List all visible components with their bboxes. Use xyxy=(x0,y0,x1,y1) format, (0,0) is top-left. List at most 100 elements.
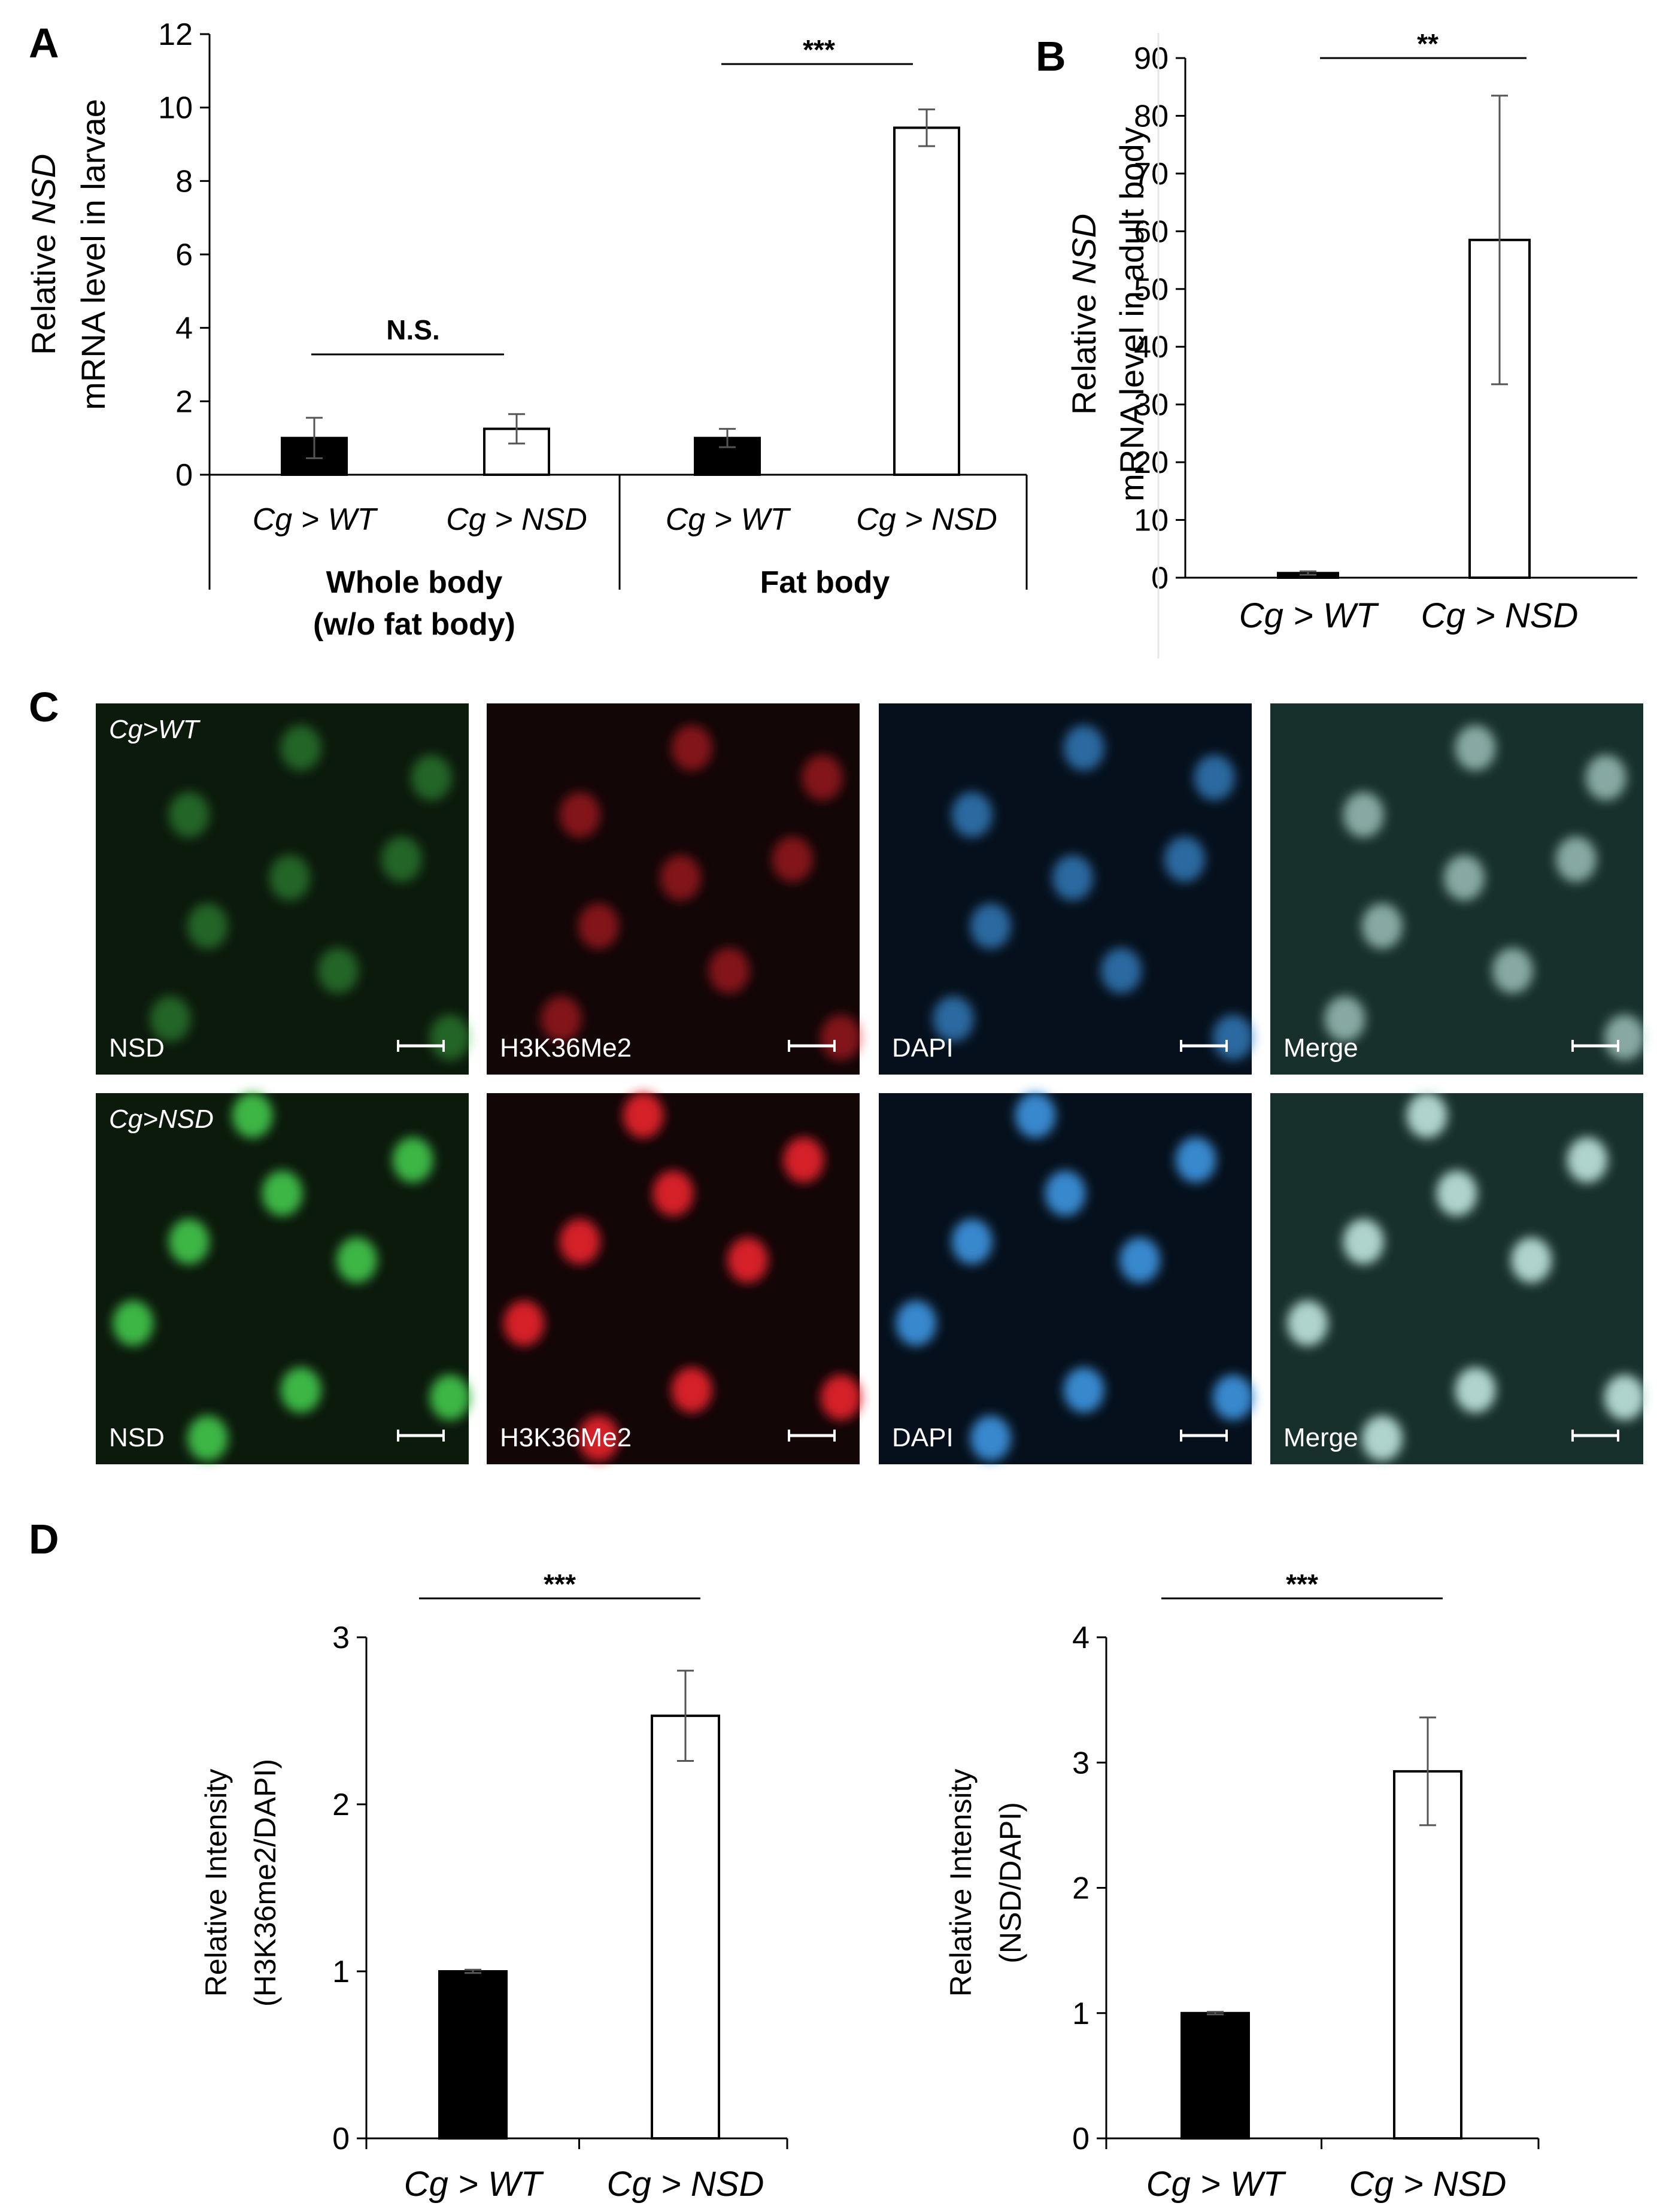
category-label: Cg > WT xyxy=(404,2165,544,2204)
channel-label: Merge xyxy=(1283,1423,1358,1452)
nucleus xyxy=(269,855,310,901)
channel-label: NSD xyxy=(109,1423,165,1452)
y-tick-label: 1 xyxy=(1072,1996,1090,2031)
nucleus xyxy=(970,1415,1011,1461)
y-tick-label: 3 xyxy=(1072,1746,1090,1780)
significance-label: N.S. xyxy=(386,314,439,345)
category-label: Cg > WT xyxy=(253,502,378,537)
category-label: Cg > NSD xyxy=(856,502,997,537)
y-tick-label: 2 xyxy=(332,1788,350,1822)
y-tick-label: 0 xyxy=(1072,2122,1090,2156)
nucleus xyxy=(1015,1093,1056,1139)
micrograph-h3k36me2-wt: H3K36Me2 xyxy=(487,703,861,1075)
nucleus xyxy=(541,996,582,1042)
channel-label: Merge xyxy=(1283,1033,1358,1063)
y-tick-label: 30 xyxy=(1134,388,1169,423)
y-tick-label: 50 xyxy=(1134,272,1169,307)
nucleus xyxy=(1194,755,1235,800)
group-label: Whole body xyxy=(326,565,503,600)
micrograph-grid: NSD Cg>WT H3K36Me2 DAPI Merge NSD Cg>NSD H3K36M… xyxy=(96,703,1645,1464)
y-axis-title-line2: (H3K36me2/DAPI) xyxy=(248,1759,282,2007)
bar xyxy=(893,126,960,476)
nucleus xyxy=(1567,1137,1608,1183)
y-tick-label: 4 xyxy=(175,311,193,346)
group-label: (w/o fat body) xyxy=(313,607,515,642)
micrograph-h3k36me2-nsd: H3K36Me2 xyxy=(487,1093,861,1464)
micrograph-dapi-nsd: DAPI xyxy=(879,1093,1254,1464)
nucleus xyxy=(1511,1237,1552,1283)
y-axis-title-part: Relative xyxy=(1065,284,1103,415)
significance-label: ** xyxy=(1417,28,1439,59)
nucleus xyxy=(1585,755,1626,800)
nucleus xyxy=(1287,1300,1328,1346)
y-tick-label: 1 xyxy=(332,1955,350,1989)
y-tick-label: 2 xyxy=(1072,1871,1090,1906)
nucleus xyxy=(1119,1237,1161,1283)
nucleus xyxy=(708,948,749,994)
nucleus xyxy=(559,1219,600,1264)
panel-label-d: D xyxy=(29,1516,59,1562)
y-tick-label: 0 xyxy=(1151,561,1169,596)
nucleus xyxy=(559,792,600,838)
y-tick-label: 6 xyxy=(175,238,193,272)
nucleus xyxy=(381,836,422,882)
nucleus xyxy=(653,1170,694,1216)
nucleus xyxy=(660,855,701,901)
nucleus xyxy=(671,1367,712,1413)
y-tick-label: 0 xyxy=(332,2122,350,2156)
nucleus xyxy=(970,903,1011,949)
micrograph-merge-wt: Merge xyxy=(1270,703,1645,1075)
nucleus xyxy=(1343,1219,1384,1264)
y-axis-title: Relative NSD xyxy=(25,154,62,355)
nucleus xyxy=(1100,948,1142,994)
micrograph-merge-nsd: Merge xyxy=(1270,1093,1645,1464)
channel-label: DAPI xyxy=(892,1033,954,1063)
nucleus xyxy=(951,1219,993,1264)
nucleus xyxy=(411,755,452,800)
category-label: Cg > WT xyxy=(666,502,791,537)
nucleus xyxy=(1063,725,1104,771)
bar xyxy=(438,1970,508,2140)
nucleus xyxy=(1406,1093,1447,1139)
micrograph-nsd-wt: NSD Cg>WT xyxy=(96,703,471,1075)
significance-label: *** xyxy=(1286,1568,1318,1600)
y-tick-label: 40 xyxy=(1134,330,1169,365)
genotype-label: Cg>WT xyxy=(109,715,201,744)
nucleus xyxy=(623,1093,664,1139)
nucleus xyxy=(802,755,843,800)
category-label: Cg > NSD xyxy=(446,502,587,537)
nucleus xyxy=(727,1237,769,1283)
nucleus xyxy=(1343,792,1384,838)
y-tick-label: 4 xyxy=(1072,1621,1090,1655)
genotype-label: Cg>NSD xyxy=(109,1105,214,1134)
nucleus xyxy=(1324,996,1365,1042)
panel-label-a: A xyxy=(29,20,59,66)
nucleus xyxy=(503,1300,545,1346)
y-tick-label: 2 xyxy=(175,384,193,419)
category-label: Cg > NSD xyxy=(1421,596,1579,635)
nucleus xyxy=(187,903,228,949)
y-tick-label: 60 xyxy=(1134,214,1169,249)
channel-label: NSD xyxy=(109,1033,165,1063)
nucleus xyxy=(232,1093,273,1139)
nucleus xyxy=(429,1374,471,1421)
y-axis-title: Relative NSD xyxy=(1065,214,1103,415)
nucleus xyxy=(262,1170,303,1216)
bar xyxy=(651,1715,720,2140)
nucleus xyxy=(772,836,813,882)
category-label: Cg > WT xyxy=(1239,596,1379,635)
nucleus xyxy=(1455,725,1496,771)
nucleus xyxy=(1212,1374,1254,1421)
nucleus xyxy=(1455,1367,1496,1413)
nucleus xyxy=(113,1300,154,1346)
y-tick-label: 20 xyxy=(1134,445,1169,480)
nucleus xyxy=(1052,855,1093,901)
nucleus xyxy=(1063,1367,1104,1413)
nucleus xyxy=(820,1374,861,1421)
nucleus xyxy=(336,1237,378,1283)
chart-a: 0 2 4 6 8 10 12 Whole body (w/o fat body) Fat bod… xyxy=(25,17,1028,642)
channel-label: H3K36Me2 xyxy=(500,1423,632,1452)
panel-label-b: B xyxy=(1036,33,1066,80)
chart-d-h3k36me2: 0 1 2 3 Cg > WT Cg > NSD *** Relative Intensity… xyxy=(199,1568,788,2204)
